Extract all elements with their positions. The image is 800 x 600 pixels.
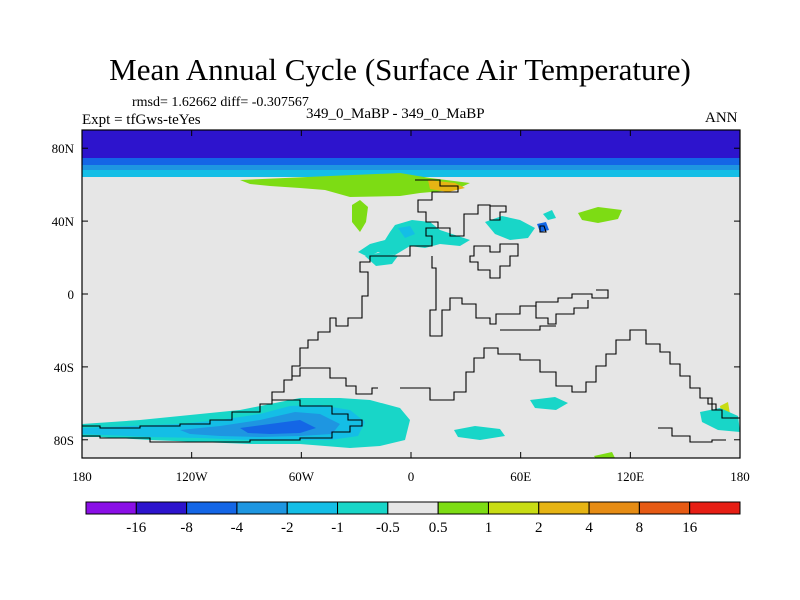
warming-patch-small — [352, 200, 368, 232]
colorbar-swatch — [638, 501, 691, 515]
season-label: ANN — [705, 110, 738, 126]
colorbar-label: 0.5 — [429, 520, 448, 536]
arctic-warming-patch — [240, 173, 470, 197]
colorbar-label: 8 — [636, 520, 644, 536]
colorbar-label: -4 — [231, 520, 244, 536]
x-tick-label: 0 — [408, 469, 415, 484]
band-north-light — [82, 165, 740, 171]
colorbar-swatch — [186, 501, 238, 515]
southern-cooling-core — [240, 420, 316, 434]
colorbar-label: -8 — [180, 520, 193, 536]
colorbar-label: -16 — [126, 520, 146, 536]
y-tick-label: 40S — [54, 360, 74, 375]
band-north-edge — [82, 170, 740, 177]
subtitle: 349_0_MaBP - 349_0_MaBP — [306, 106, 485, 122]
experiment-label: Expt = tfGws-teYes — [82, 112, 201, 128]
warming-patch-south — [594, 452, 615, 458]
x-tick-label: 60W — [289, 469, 315, 484]
colorbar-swatch — [437, 501, 489, 515]
colorbar-swatch — [236, 501, 288, 515]
colorbar-swatch — [85, 501, 137, 515]
cooling-patch-eurasia — [358, 220, 470, 257]
y-tick-label: 40N — [52, 214, 75, 229]
x-tick-label: 60E — [510, 469, 531, 484]
colorbar-swatch — [337, 501, 389, 515]
y-tick-label: 80N — [52, 141, 75, 156]
x-tick-label: 120E — [617, 469, 645, 484]
colorbar-swatch — [487, 501, 540, 515]
map-field — [82, 130, 740, 458]
y-tick-label: 80S — [54, 433, 74, 448]
x-tick-label: 180 — [730, 469, 750, 484]
colorbar-label: 4 — [585, 520, 593, 536]
southern-cooling-east — [700, 408, 740, 432]
colorbar-label: -2 — [281, 520, 294, 536]
colorbar-label: 16 — [682, 520, 698, 536]
band-north-mid — [82, 158, 740, 166]
colorbar-swatch — [387, 501, 439, 515]
colorbar-label: 2 — [535, 520, 543, 536]
x-tick-label: 180 — [72, 469, 92, 484]
stats-text: rmsd= 1.62662 diff= -0.307567 — [132, 95, 309, 110]
cooling-patch-asia — [485, 216, 535, 240]
colorbar-swatch — [286, 501, 339, 515]
y-tick-label: 0 — [68, 287, 75, 302]
cooling-patch-eurasia-core — [398, 226, 415, 238]
axis-ticks: 180 120W 60W 0 60E 120E 180 80N 40N 0 40S 80S — [52, 130, 750, 484]
colorbar-swatch — [538, 501, 590, 515]
colorbar: -16 -8 -4 -2 -1 -0.5 0.5 1 2 4 8 16 — [85, 501, 741, 536]
plot-title: Mean Annual Cycle (Surface Air Temperatu… — [109, 52, 691, 87]
coastlines — [82, 179, 740, 443]
colorbar-label: -1 — [331, 520, 344, 536]
warming-patch-east — [578, 207, 622, 223]
colorbar-swatch — [588, 501, 640, 515]
colorbar-swatch — [135, 501, 188, 515]
cooling-patch-small — [543, 210, 556, 220]
cooling-patch-south-atlantic — [454, 426, 505, 440]
x-tick-label: 120W — [176, 469, 209, 484]
colorbar-swatch — [689, 501, 741, 515]
colorbar-label: -0.5 — [376, 520, 400, 536]
cooling-patch-south-indian — [530, 397, 568, 410]
colorbar-label: 1 — [485, 520, 493, 536]
